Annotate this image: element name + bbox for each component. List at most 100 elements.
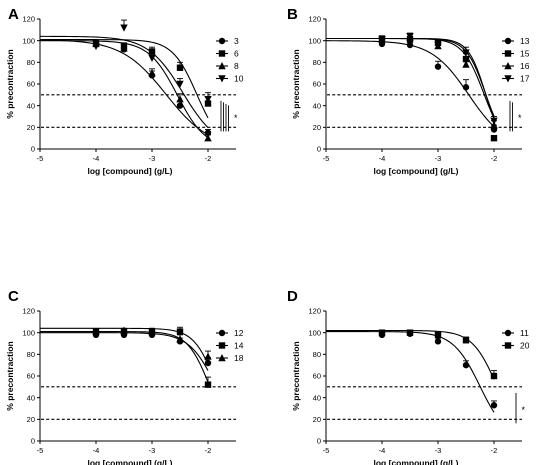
x-tick-label: -2: [205, 446, 212, 455]
series-11: 11: [326, 328, 529, 413]
legend-marker: [218, 50, 226, 57]
legend-label: 14: [234, 341, 244, 351]
y-tick-label: 0: [31, 437, 35, 446]
data-point: [490, 134, 498, 142]
data-point: [204, 95, 212, 104]
x-tick-label: -5: [37, 446, 44, 455]
data-point: [462, 84, 470, 91]
data-point: [462, 361, 470, 369]
y-tick-label: 100: [308, 36, 321, 45]
legend-label: 16: [520, 61, 530, 71]
x-tick-label: -4: [93, 154, 100, 163]
series-20: 20: [326, 329, 530, 380]
panel-letter: C: [8, 288, 19, 305]
panel-letter: D: [287, 288, 298, 305]
data-point: [490, 117, 498, 125]
data-point: [434, 41, 442, 49]
x-tick-label: -3: [149, 446, 156, 455]
data-point: [204, 381, 212, 388]
data-point: [490, 402, 498, 409]
legend-marker: [504, 50, 512, 57]
y-axis-title: % precontraction: [291, 341, 301, 410]
legend-label: 17: [520, 74, 530, 84]
legend-label: 13: [520, 36, 530, 46]
chart-panel-a: A 0 20 40 60 80 100 120 -5 -4 -3 -2 log [compound] (…: [5, 6, 244, 176]
legend-marker: [504, 342, 512, 349]
data-point: [406, 329, 414, 336]
data-point: [120, 326, 128, 334]
y-tick-label: 0: [317, 437, 321, 446]
x-tick-label: -4: [93, 446, 100, 455]
data-point: [176, 102, 184, 109]
legend-label: 15: [520, 49, 530, 59]
series-16: 16: [326, 33, 530, 129]
legend-label: 18: [234, 353, 244, 363]
y-tick-label: 40: [313, 101, 321, 110]
data-point: [176, 328, 184, 335]
legend-marker: [504, 75, 512, 83]
x-axis-title: log [compound] (g/L): [88, 166, 173, 176]
significance-star: *: [522, 405, 526, 415]
data-point: [204, 352, 212, 360]
data-point: [462, 60, 470, 68]
y-tick-label: 100: [22, 36, 35, 45]
y-tick-label: 120: [22, 307, 35, 316]
data-point: [176, 80, 184, 88]
x-tick-label: -3: [149, 154, 156, 163]
data-point: [490, 372, 498, 380]
series-18: 18: [40, 326, 244, 365]
y-tick-label: 120: [22, 15, 35, 24]
x-axis-title: log [compound] (g/L): [374, 458, 459, 465]
data-point: [120, 24, 128, 32]
y-tick-label: 0: [317, 145, 321, 154]
y-tick-label: 80: [313, 58, 321, 67]
y-tick-label: 40: [27, 393, 35, 402]
x-tick-label: -5: [323, 154, 330, 163]
legend-label: 12: [234, 328, 244, 338]
y-tick-label: 100: [308, 328, 321, 337]
data-point: [148, 327, 156, 335]
data-point: [120, 44, 128, 52]
x-axis-title: log [compound] (g/L): [88, 458, 173, 465]
fit-curve: [326, 331, 495, 413]
legend-marker: [218, 37, 226, 45]
panel-letter: B: [287, 6, 298, 23]
legend-marker: [218, 62, 226, 70]
y-tick-label: 80: [313, 350, 321, 359]
data-point: [378, 36, 386, 44]
x-tick-label: -2: [205, 154, 212, 163]
legend-marker: [504, 62, 512, 70]
series-6: 6: [40, 39, 239, 119]
legend-marker: [218, 354, 226, 362]
series-12: 12: [40, 328, 244, 371]
data-point: [176, 95, 184, 103]
series-14: 14: [40, 326, 244, 388]
data-point: [92, 42, 100, 51]
data-point: [434, 338, 442, 345]
legend-label: 3: [234, 36, 239, 46]
y-tick-label: 20: [27, 123, 35, 132]
legend-label: 6: [234, 49, 239, 59]
y-tick-label: 120: [308, 15, 321, 24]
x-tick-label: -4: [379, 446, 386, 455]
x-tick-label: -5: [323, 446, 330, 455]
data-point: [204, 134, 212, 142]
y-tick-label: 40: [313, 393, 321, 402]
y-tick-label: 20: [313, 415, 321, 424]
chart-panel-d: D 0 20 40 60 80 100 120 -5 -4 -3 -2 log [compound] (…: [287, 288, 530, 465]
significance-star: *: [518, 113, 522, 123]
series-13: 13: [325, 36, 530, 133]
legend-label: 20: [520, 341, 530, 351]
fit-curve: [39, 40, 209, 139]
data-point: [148, 69, 156, 77]
legend-label: 10: [234, 74, 244, 84]
fit-curve: [40, 331, 209, 383]
y-tick-label: 20: [313, 123, 321, 132]
y-tick-label: 0: [31, 145, 35, 154]
y-tick-label: 100: [22, 328, 35, 337]
data-point: [176, 64, 184, 71]
series-8: 8: [39, 39, 239, 142]
y-tick-label: 60: [27, 80, 35, 89]
data-point: [434, 331, 442, 339]
series-17: 17: [326, 32, 530, 125]
